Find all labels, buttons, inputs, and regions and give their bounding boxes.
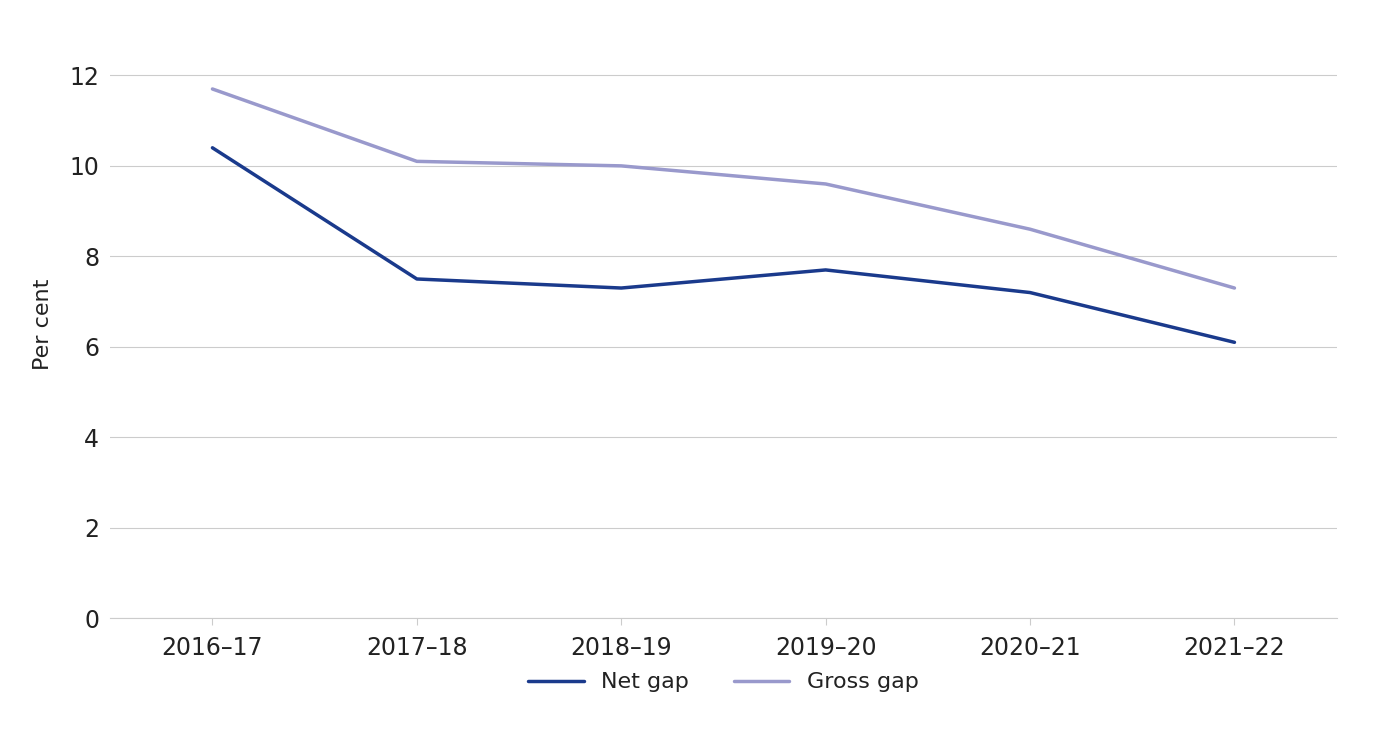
Line: Gross gap: Gross gap bbox=[212, 89, 1235, 288]
Net gap bbox=[1021, 288, 1038, 297]
Gross gap bbox=[613, 161, 630, 170]
Gross gap bbox=[1021, 225, 1038, 234]
Gross gap bbox=[408, 157, 424, 166]
Gross gap bbox=[204, 84, 220, 93]
Net gap bbox=[408, 274, 424, 284]
Net gap bbox=[204, 143, 220, 152]
Net gap bbox=[817, 265, 834, 274]
Net gap bbox=[613, 284, 630, 293]
Y-axis label: Per cent: Per cent bbox=[33, 278, 52, 370]
Line: Net gap: Net gap bbox=[212, 148, 1235, 342]
Legend: Net gap, Gross gap: Net gap, Gross gap bbox=[520, 664, 927, 701]
Net gap bbox=[1226, 338, 1243, 347]
Gross gap bbox=[817, 179, 834, 188]
Gross gap bbox=[1226, 284, 1243, 293]
